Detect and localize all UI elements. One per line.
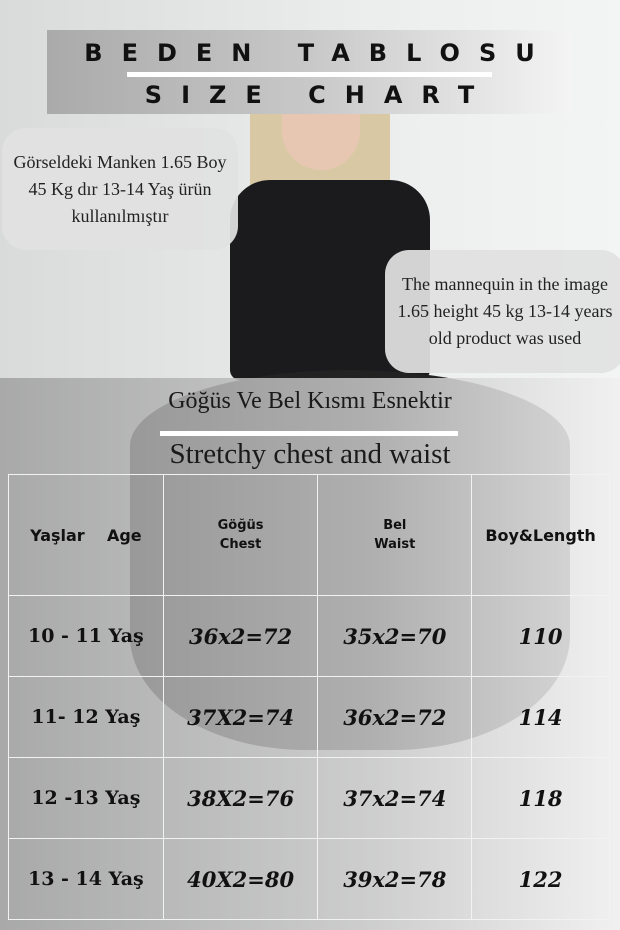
age-cell: 13 - 14 Yaş [8, 838, 164, 920]
title-banner: BEDEN TABLOSU SIZE CHART [47, 30, 572, 114]
header-age: Yaşlar Age [8, 473, 164, 597]
title-en: SIZE CHART [144, 81, 494, 109]
header-length: Boy&Length [471, 473, 610, 597]
waist-cell: 35x2=70 [317, 595, 473, 678]
model-info-en-text: The mannequin in the image 1.65 height 4… [397, 274, 613, 348]
size-table: Yaşlar Age Göğüs Chest Bel Waist Boy&Lengt… [8, 473, 610, 920]
model-info-tr: Görseldeki Manken 1.65 Boy 45 Kg dır 13-… [2, 128, 238, 250]
title-divider [127, 72, 492, 77]
age-cell: 12 -13 Yaş [8, 757, 164, 840]
age-cell: 11- 12 Yaş [8, 676, 164, 759]
waist-cell: 39x2=78 [317, 838, 473, 920]
header-chest: Göğüs Chest [162, 473, 319, 597]
chest-cell: 38X2=76 [162, 757, 319, 840]
chest-cell: 36x2=72 [162, 595, 319, 678]
length-cell: 110 [471, 595, 610, 678]
header-chest-en: Chest [219, 537, 262, 553]
table-row: 11- 12 Yaş 37X2=74 36x2=72 114 [8, 676, 610, 759]
header-chest-tr: Göğüs [217, 518, 264, 534]
age-cell: 10 - 11 Yaş [8, 595, 164, 678]
waist-cell: 37x2=74 [317, 757, 473, 840]
table-header-row: Yaşlar Age Göğüs Chest Bel Waist Boy&Lengt… [8, 473, 610, 597]
length-cell: 118 [471, 757, 610, 840]
header-waist-en: Waist [374, 537, 416, 553]
model-info-en: The mannequin in the image 1.65 height 4… [385, 250, 620, 373]
header-waist: Bel Waist [317, 473, 473, 597]
table-row: 13 - 14 Yaş 40X2=80 39x2=78 122 [8, 838, 610, 920]
header-waist-tr: Bel [383, 518, 407, 534]
waist-cell: 36x2=72 [317, 676, 473, 759]
chest-cell: 40X2=80 [162, 838, 319, 920]
length-cell: 122 [471, 838, 610, 920]
table-row: 10 - 11 Yaş 36x2=72 35x2=70 110 [8, 595, 610, 678]
table-row: 12 -13 Yaş 38X2=76 37x2=74 118 [8, 757, 610, 840]
chest-cell: 37X2=74 [162, 676, 319, 759]
model-info-tr-text: Görseldeki Manken 1.65 Boy 45 Kg dır 13-… [13, 151, 227, 226]
title-tr: BEDEN TABLOSU [84, 39, 554, 67]
heading-divider [160, 431, 458, 436]
stretch-note-tr: Göğüs Ve Bel Kısmı Esnektir [168, 388, 452, 414]
stretch-note-en: Stretchy chest and waist [169, 438, 451, 470]
length-cell: 114 [471, 676, 610, 759]
